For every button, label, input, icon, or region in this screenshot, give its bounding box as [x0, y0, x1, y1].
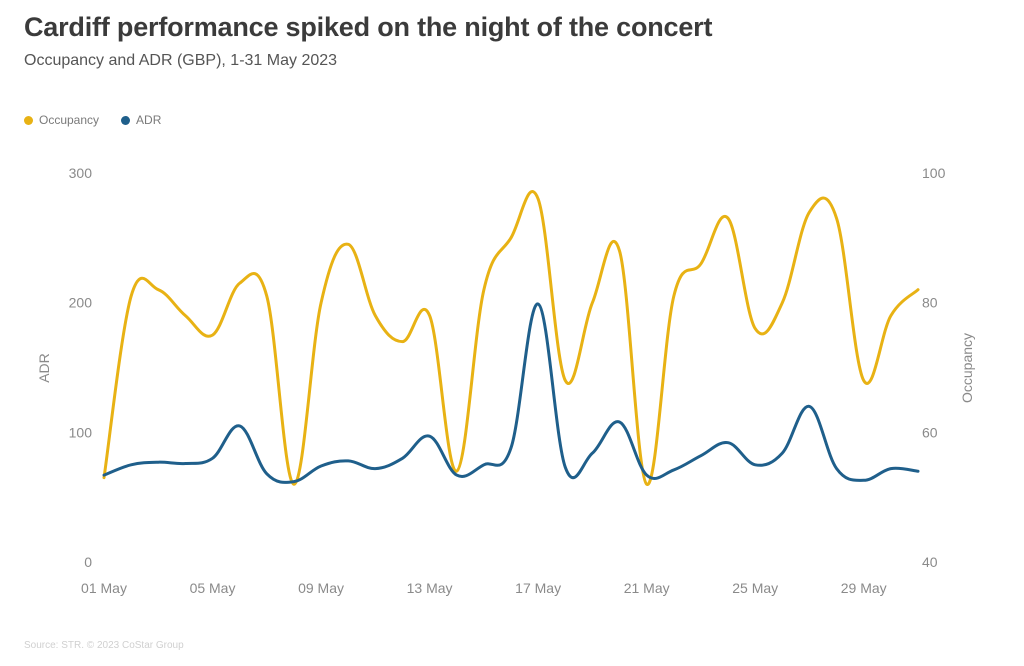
legend-label-adr: ADR [136, 113, 162, 127]
legend-item-adr: ADR [121, 113, 161, 127]
x-tick-label: 21 May [624, 580, 670, 596]
y-left-tick-label: 0 [84, 554, 92, 570]
y-left-tick-label: 200 [69, 295, 93, 311]
y-left-tick-label: 300 [69, 165, 93, 181]
x-tick-label: 29 May [841, 580, 887, 596]
y-left-tick-label: 100 [69, 424, 93, 440]
source-footer: Source: STR. © 2023 CoStar Group [24, 640, 184, 651]
y-right-axis-title: Occupancy [959, 333, 975, 403]
x-tick-label: 25 May [732, 580, 778, 596]
x-tick-label: 05 May [190, 580, 236, 596]
legend-swatch-adr [121, 115, 131, 125]
legend-item-occupancy: Occupancy [24, 113, 99, 127]
y-left-axis-title: ADR [36, 353, 52, 383]
legend-label-occupancy: Occupancy [39, 113, 100, 127]
legend: Occupancy ADR [24, 113, 183, 127]
series-line-occupancy [102, 190, 920, 486]
x-tick-label: 09 May [298, 580, 344, 596]
y-right-tick-label: 80 [922, 295, 938, 311]
y-right-tick-label: 40 [922, 554, 938, 570]
chart-title: Cardiff performance spiked on the night … [24, 12, 713, 42]
legend-swatch-occupancy [24, 115, 33, 125]
y-right-tick-label: 60 [922, 424, 938, 440]
x-tick-label: 13 May [407, 580, 453, 596]
x-tick-label: 17 May [515, 580, 561, 596]
y-right-tick-label: 100 [922, 165, 946, 181]
x-tick-label: 01 May [81, 580, 127, 596]
chart-plot: 0 100 200 300 40 60 80 100 ADR Occupancy 01 May 05 … [36, 165, 975, 596]
chart-subtitle: Occupancy and ADR (GBP), 1-31 May 2023 [24, 52, 338, 69]
series-line-adr [102, 302, 920, 484]
